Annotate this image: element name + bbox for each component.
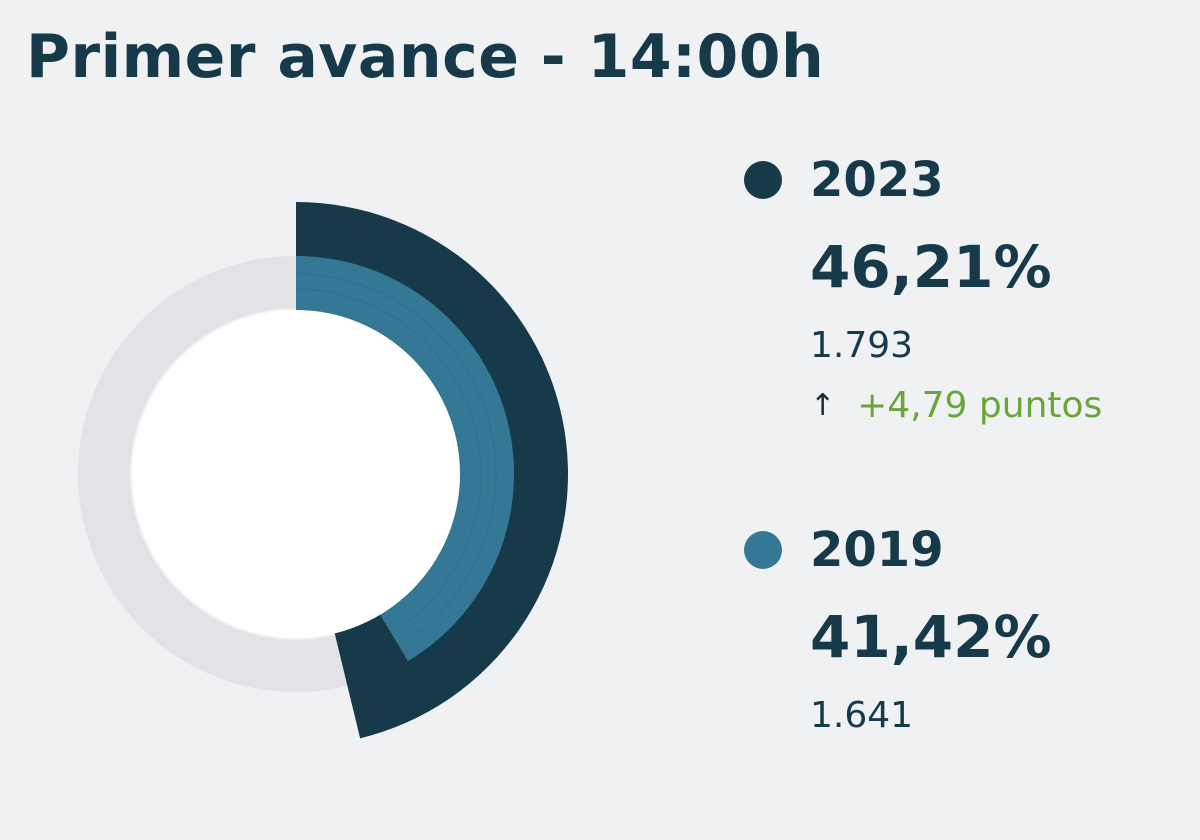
legend-2019-percent: 41,42% (810, 603, 1052, 671)
donut-guide-1 (298, 288, 482, 627)
legend-2023-year: 2023 (810, 152, 944, 208)
legend-2019-count: 1.641 (810, 695, 914, 736)
arrow-up-icon: ↑ (810, 388, 836, 423)
legend-2023-change-value: +4,79 puntos (857, 385, 1103, 426)
legend-2023-percent: 46,21% (810, 233, 1052, 301)
legend-2019-dot (744, 531, 782, 569)
radial-donut-chart (78, 201, 569, 739)
legend-2023: 2023 46,21% 1.793 ↑ +4,79 puntos (744, 150, 1102, 428)
legend-2023-dot (744, 161, 782, 199)
legend-2019: 2019 41,42% 1.641 (744, 520, 1052, 738)
legend-2023-header: 2023 (744, 150, 1102, 210)
page-title: Primer avance - 14:00h (26, 22, 825, 92)
donut-center (132, 310, 460, 638)
legend-2023-count: 1.793 (810, 325, 914, 366)
legend-2023-change: ↑ +4,79 puntos (810, 384, 1102, 428)
legend-2019-year: 2019 (810, 522, 944, 578)
donut-guide-2 (298, 273, 497, 640)
legend-2019-header: 2019 (744, 520, 1052, 580)
